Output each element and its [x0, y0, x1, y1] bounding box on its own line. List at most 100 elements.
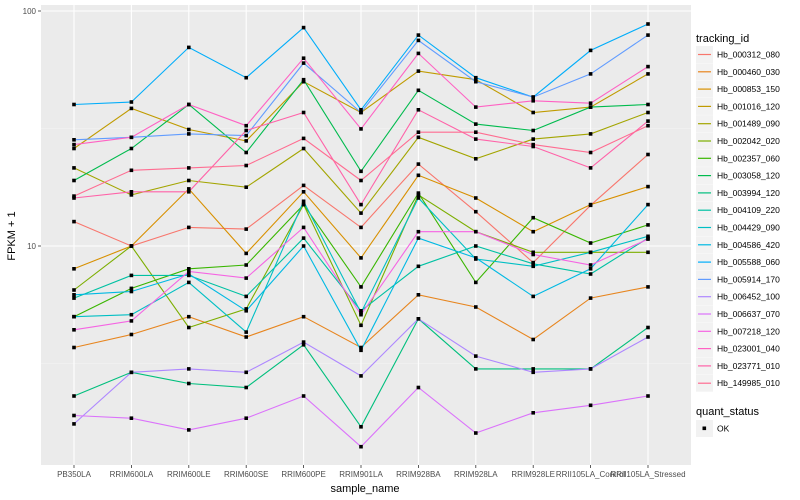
- data-point-Hb_002357_060: [244, 263, 248, 267]
- legend-label: Hb_023001_040: [717, 344, 780, 354]
- data-point-Hb_004586_420: [72, 293, 76, 297]
- data-point-Hb_003058_120: [129, 146, 134, 151]
- data-point-Hb_002357_060: [359, 285, 363, 289]
- legend-label: Hb_004109_220: [717, 205, 780, 215]
- data-point-Hb_006452_100: [187, 367, 191, 371]
- data-point-Hb_001489_090: [359, 211, 363, 215]
- data-point-Hb_007218_120: [474, 229, 478, 234]
- legend-label: Hb_002042_020: [717, 136, 780, 146]
- data-point-Hb_023001_040: [244, 123, 248, 128]
- legend-title: tracking_id: [696, 33, 749, 45]
- data-point-Hb_023001_040: [416, 51, 421, 56]
- data-point-Hb_003058_120: [72, 178, 76, 183]
- data-point-Hb_001489_090: [301, 146, 306, 151]
- data-point-Hb_004109_220: [359, 309, 363, 313]
- legend-label: Hb_003994_120: [717, 188, 780, 198]
- shape-legend-label: OK: [717, 424, 730, 434]
- data-point-Hb_006637_070: [474, 431, 478, 435]
- data-point-Hb_002357_060: [531, 215, 535, 220]
- data-point-Hb_006637_070: [531, 411, 535, 415]
- data-point-Hb_007218_120: [244, 276, 248, 280]
- data-point-Hb_149985_010: [187, 166, 191, 170]
- data-point-Hb_005914_170: [187, 132, 191, 136]
- data-point-Hb_006637_070: [359, 444, 363, 449]
- legend-label: Hb_001016_120: [717, 101, 780, 111]
- data-point-Hb_000460_030: [187, 314, 191, 319]
- data-point-Hb_000460_030: [301, 314, 306, 319]
- x-tick-label: RRIM600PE: [281, 470, 325, 479]
- x-axis-title: sample_name: [330, 483, 399, 495]
- data-point-Hb_149985_010: [129, 168, 134, 173]
- data-point-Hb_023001_040: [72, 142, 76, 147]
- data-point-Hb_006637_070: [588, 403, 593, 408]
- data-point-Hb_023771_010: [301, 110, 306, 115]
- data-point-Hb_006452_100: [129, 370, 134, 375]
- data-point-Hb_000853_150: [301, 190, 306, 194]
- data-point-Hb_002357_060: [646, 223, 650, 227]
- data-point-Hb_006637_070: [72, 413, 76, 418]
- data-point-Hb_002357_060: [301, 202, 306, 207]
- x-tick-label: PB350LA: [57, 470, 91, 479]
- data-point-Hb_000312_080: [72, 219, 76, 224]
- data-point-Hb_001489_090: [129, 193, 134, 197]
- legend-label: Hb_005588_060: [717, 257, 780, 267]
- data-point-Hb_149985_010: [416, 130, 421, 134]
- data-point-Hb_001016_120: [129, 106, 134, 111]
- data-point-Hb_006452_100: [474, 354, 478, 358]
- data-point-Hb_023001_040: [187, 102, 191, 107]
- data-point-Hb_023771_010: [129, 190, 134, 194]
- data-point-Hb_005914_170: [72, 138, 76, 142]
- x-tick-label: RRIM901LA: [339, 470, 383, 479]
- data-point-Hb_005588_060: [416, 33, 421, 37]
- data-point-Hb_005914_170: [301, 61, 306, 65]
- legend-label: Hb_000460_030: [717, 67, 780, 77]
- data-point-Hb_003058_120: [588, 105, 593, 109]
- data-point-Hb_005588_060: [244, 75, 248, 80]
- data-point-Hb_000312_080: [244, 227, 248, 231]
- data-point-Hb_000312_080: [416, 162, 421, 166]
- data-point-Hb_007218_120: [187, 269, 191, 274]
- data-point-Hb_001489_090: [646, 110, 650, 115]
- series-points: [72, 22, 650, 449]
- data-point-Hb_007218_120: [416, 229, 421, 234]
- data-point-Hb_023771_010: [359, 202, 363, 207]
- data-point-Hb_004586_420: [301, 244, 306, 248]
- data-point-Hb_023771_010: [187, 190, 191, 194]
- data-point-Hb_005588_060: [359, 108, 363, 112]
- data-point-Hb_000853_150: [72, 267, 76, 271]
- legend-label: Hb_007218_120: [717, 326, 780, 336]
- data-point-Hb_006452_100: [416, 317, 421, 321]
- data-point-Hb_003058_120: [244, 150, 248, 155]
- data-point-Hb_000853_150: [474, 196, 478, 200]
- data-point-Hb_003994_120: [244, 385, 248, 390]
- data-point-Hb_000312_080: [187, 225, 191, 230]
- y-tick-label: 100: [23, 7, 37, 16]
- data-point-Hb_000853_150: [244, 251, 248, 256]
- data-point-Hb_004429_090: [187, 280, 191, 285]
- data-point-Hb_002042_020: [359, 323, 363, 328]
- data-point-Hb_000460_030: [359, 345, 363, 350]
- data-point-Hb_004586_420: [244, 309, 248, 313]
- data-point-Hb_005914_170: [244, 133, 248, 138]
- legend-label: Hb_002357_060: [717, 153, 780, 163]
- data-point-Hb_002042_020: [129, 244, 134, 248]
- data-point-Hb_023771_010: [531, 144, 535, 149]
- data-point-Hb_149985_010: [72, 194, 76, 198]
- data-point-Hb_006452_100: [646, 335, 650, 339]
- legend-label: Hb_006637_070: [717, 309, 780, 319]
- y-axis: 10 100: [23, 7, 41, 251]
- y-axis-title: FPKM + 1: [6, 211, 18, 260]
- data-point-Hb_000460_030: [588, 296, 593, 300]
- data-point-Hb_007218_120: [588, 263, 593, 267]
- data-point-Hb_023771_010: [72, 196, 76, 200]
- data-point-Hb_023001_040: [474, 105, 478, 109]
- legend-label: Hb_001489_090: [717, 119, 780, 129]
- x-axis: PB350LA RRIM600LA RRIM600LE RRIM600SE RRIM60…: [57, 465, 686, 479]
- data-point-Hb_007218_120: [72, 328, 76, 332]
- data-point-Hb_004586_420: [588, 267, 593, 271]
- data-point-Hb_006637_070: [129, 416, 134, 420]
- data-point-Hb_006452_100: [72, 422, 76, 426]
- data-point-Hb_003058_120: [359, 169, 363, 174]
- legend-label: Hb_006452_100: [717, 292, 780, 302]
